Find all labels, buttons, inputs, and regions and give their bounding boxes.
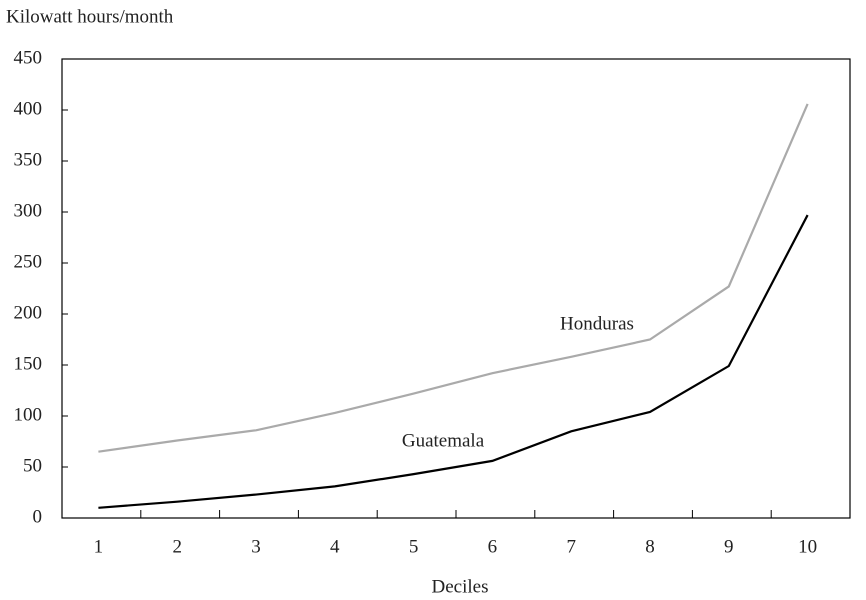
x-axis-label: Deciles <box>432 576 489 597</box>
x-tick-label: 3 <box>251 536 261 557</box>
y-tick-label: 350 <box>14 149 43 170</box>
x-tick-label: 6 <box>488 536 498 557</box>
x-tick-label: 10 <box>798 536 817 557</box>
y-tick-label: 300 <box>14 200 43 221</box>
x-tick-label: 1 <box>94 536 104 557</box>
y-tick-label: 100 <box>14 404 43 425</box>
y-tick-label: 200 <box>14 302 43 323</box>
x-tick-label: 5 <box>409 536 419 557</box>
series-line <box>98 103 809 453</box>
x-tick-label: 7 <box>566 536 576 557</box>
y-axis-label: Kilowatt hours/month <box>6 6 174 27</box>
y-tick-label: 400 <box>14 98 43 119</box>
x-tick-label: 2 <box>172 536 182 557</box>
series-label: Guatemala <box>402 430 485 451</box>
y-tick-label: 250 <box>14 251 43 272</box>
series-line <box>98 214 809 509</box>
y-tick-label: 0 <box>33 506 43 527</box>
x-tick-label: 8 <box>645 536 655 557</box>
y-tick-label: 450 <box>14 47 43 68</box>
y-tick-label: 150 <box>14 353 43 374</box>
y-tick-label: 50 <box>23 455 42 476</box>
x-tick-label: 9 <box>724 536 734 557</box>
series-label: Honduras <box>560 313 634 334</box>
x-tick-label: 4 <box>330 536 340 557</box>
